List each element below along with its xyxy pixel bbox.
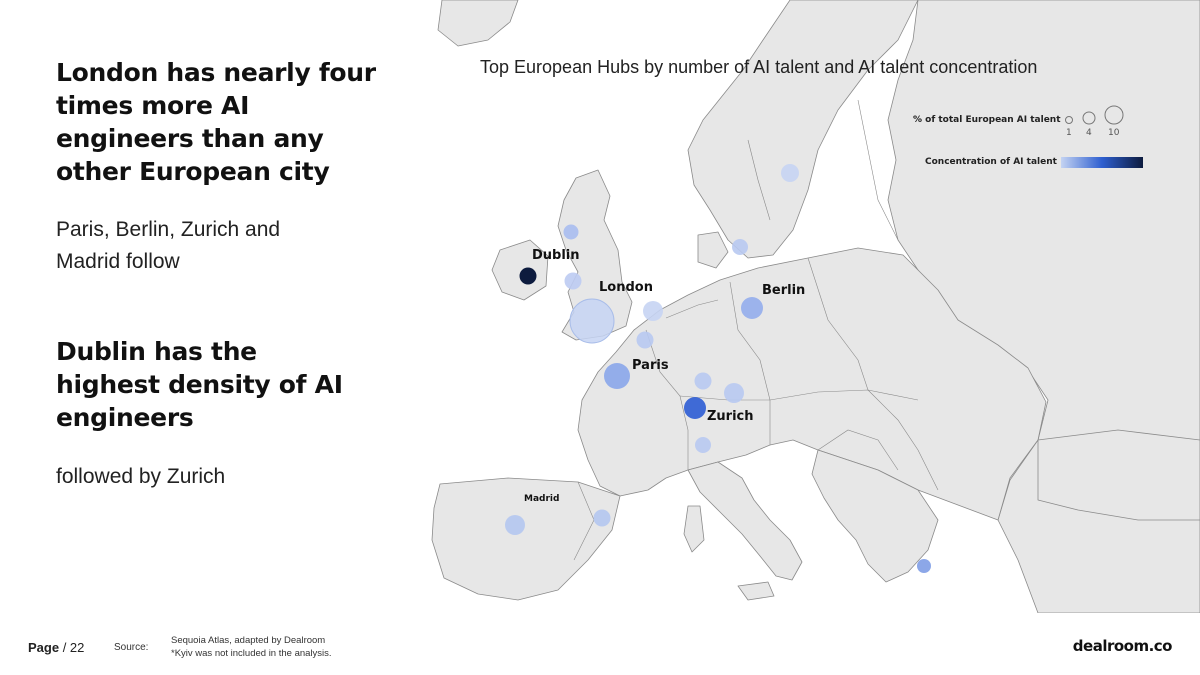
- city-label-paris: Paris: [632, 358, 669, 373]
- dealroom-logo: dealroom.co: [1072, 637, 1173, 655]
- bubble-madrid: [505, 515, 525, 535]
- land-balkans: [811, 449, 939, 583]
- bubble-layer: [505, 164, 931, 573]
- land-denmark: [697, 231, 729, 269]
- map-canvas: [431, 0, 1200, 613]
- legend-tick-10: 10: [1108, 128, 1120, 138]
- bubble-zurich: [684, 397, 706, 419]
- land-italy: [687, 461, 803, 581]
- border-at-hu: [769, 389, 919, 401]
- bubble-edinburgh: [563, 224, 579, 240]
- bubble-brussels: [636, 331, 654, 349]
- bubble-dublin: [519, 267, 537, 285]
- legend-circle-small: [1065, 116, 1073, 124]
- city-label-dublin: Dublin: [532, 248, 580, 263]
- bubble-amsterdam: [643, 301, 663, 321]
- land-turkey: [1037, 429, 1200, 521]
- page-number: Page / 22: [28, 640, 84, 655]
- land-sicily: [737, 581, 775, 601]
- bubble-milan: [695, 437, 711, 453]
- border-pl-ua: [807, 257, 869, 391]
- headline-london: London has nearly four times more AI eng…: [56, 58, 376, 186]
- footer: Page / 22 Source: Sequoia Atlas, adapted…: [0, 613, 1200, 675]
- border-de-pl: [729, 281, 771, 445]
- bubble-athens: [917, 559, 931, 573]
- border-serbia: [817, 429, 899, 471]
- source-line-2: *Kyiv was not included in the analysis.: [171, 648, 332, 659]
- border-fi-ru: [857, 99, 899, 241]
- subtext-followers: Paris, Berlin, Zurich and Madrid follow: [56, 218, 281, 273]
- city-label-london: London: [599, 280, 653, 295]
- city-label-berlin: Berlin: [762, 283, 806, 298]
- page-total: / 22: [62, 640, 85, 655]
- legend-circle-large: [1104, 105, 1124, 125]
- land-top-left: [437, 0, 519, 47]
- city-label-zurich: Zurich: [707, 409, 754, 424]
- bubble-london: [569, 298, 615, 344]
- europe-map: Top European Hubs by number of AI talent…: [398, 0, 1200, 613]
- bubble-stockholm: [781, 164, 799, 182]
- bubble-berlin: [741, 297, 763, 319]
- bubble-barcelona: [593, 509, 611, 527]
- border-se-no: [747, 139, 771, 221]
- legend-size-label: % of total European AI talent: [913, 115, 1061, 125]
- bubble-copenhagen: [732, 239, 748, 255]
- land-sardinia: [683, 505, 705, 553]
- border-be-nl: [665, 299, 719, 319]
- land-layer: [431, 0, 1200, 613]
- legend-color-gradient: [1061, 157, 1143, 168]
- headline-dublin: Dublin has the highest density of AI eng…: [56, 337, 343, 432]
- map-legend: % of total European AI talent 1 4 10 Con…: [898, 100, 1146, 176]
- bubble-paris: [604, 363, 630, 389]
- source-text: Sequoia Atlas, adapted by Dealroom *Kyiv…: [171, 634, 332, 660]
- legend-tick-1: 1: [1066, 128, 1072, 138]
- city-label-madrid: Madrid: [524, 494, 560, 504]
- bubble-munich: [724, 383, 744, 403]
- legend-tick-4: 4: [1086, 128, 1092, 138]
- bubble-frankfurt: [694, 372, 712, 390]
- land-ireland: [491, 239, 549, 301]
- source-line-1: Sequoia Atlas, adapted by Dealroom: [171, 635, 326, 646]
- border-ro: [867, 389, 939, 491]
- page-label: Page: [28, 640, 60, 655]
- legend-circle-medium: [1082, 111, 1096, 125]
- subtext-zurich: followed by Zurich: [56, 465, 226, 488]
- land-scandinavia: [687, 0, 919, 259]
- source-label: Source:: [114, 642, 149, 653]
- bubble-manchester: [564, 272, 582, 290]
- map-title: Top European Hubs by number of AI talent…: [480, 57, 1038, 77]
- legend-color-label: Concentration of AI talent: [925, 157, 1057, 167]
- legend-size-circles: [1065, 105, 1124, 125]
